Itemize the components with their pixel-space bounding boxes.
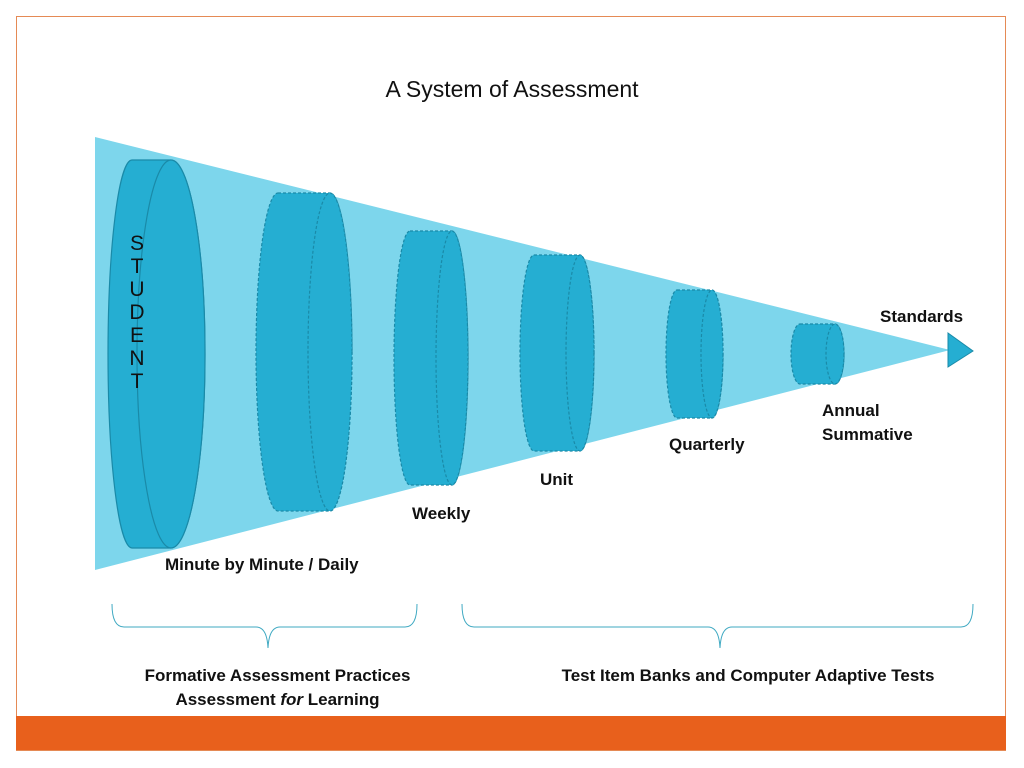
student-letter: T bbox=[130, 370, 144, 393]
student-letter: E bbox=[129, 324, 144, 347]
cylinder-quarterly bbox=[665, 289, 724, 419]
caption-text: Assessment bbox=[175, 690, 281, 709]
formative-brace bbox=[111, 603, 418, 649]
caption-formative-line2: Assessment for Learning bbox=[110, 688, 445, 712]
cylinder-weekly bbox=[393, 230, 469, 486]
caption-formative-line1: Formative Assessment Practices bbox=[144, 666, 411, 685]
label-weekly: Weekly bbox=[412, 504, 471, 523]
label-unit: Unit bbox=[540, 470, 574, 489]
student-letter: U bbox=[129, 278, 145, 301]
student-letter: N bbox=[129, 347, 145, 370]
label-minute-by-minute: Minute by Minute / Daily bbox=[165, 555, 359, 574]
cylinder-annual bbox=[790, 323, 845, 385]
caption-emphasis: for bbox=[280, 690, 304, 709]
label-summative: Summative bbox=[822, 425, 913, 444]
student-letter: D bbox=[129, 301, 145, 324]
student-letter: S bbox=[129, 232, 144, 255]
student-letter: T bbox=[130, 255, 144, 278]
label-quarterly: Quarterly bbox=[669, 435, 745, 454]
caption-text: Learning bbox=[303, 690, 380, 709]
cylinder-student bbox=[107, 159, 206, 549]
cylinder-unit bbox=[519, 254, 595, 452]
caption-adaptive: Test Item Banks and Computer Adaptive Te… bbox=[561, 666, 935, 685]
standards-arrow-tip bbox=[947, 332, 974, 368]
cylinder-daily bbox=[255, 192, 353, 512]
diagram-title: A System of Assessment bbox=[385, 76, 639, 102]
adaptive-brace bbox=[461, 603, 974, 649]
caption-formative: Formative Assessment Practices Assessmen… bbox=[110, 664, 445, 712]
accent-bar bbox=[16, 716, 1006, 750]
label-standards: Standards bbox=[880, 307, 964, 326]
label-annual: Annual bbox=[822, 401, 880, 420]
